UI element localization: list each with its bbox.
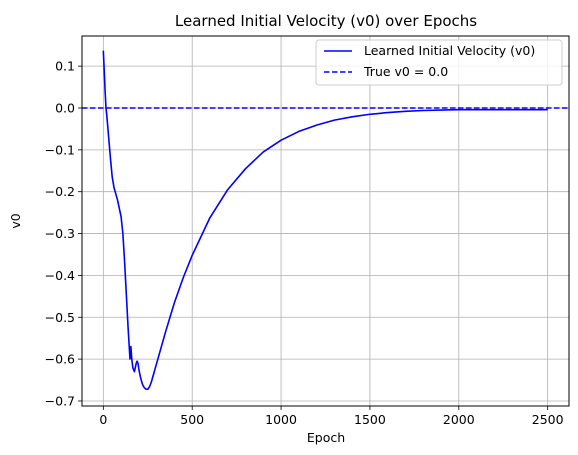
legend-frame — [315, 39, 563, 86]
y-tick-label: −0.3 — [45, 226, 75, 241]
legend-label-true: True v0 = 0.0 — [363, 64, 448, 79]
y-tick-layer: 0.1 0.0 −0.1 −0.2 −0.3 −0.4 −0.5 −0.6 −0.7 — [45, 59, 82, 408]
legend-label-learned: Learned Initial Velocity (v0) — [364, 43, 535, 58]
plot-frame — [81, 35, 570, 407]
y-tick-label: −0.6 — [45, 352, 75, 367]
x-tick-layer: 0 500 1000 1500 2000 2500 — [99, 406, 564, 427]
legend: Learned Initial Velocity (v0) True v0 = … — [315, 39, 563, 86]
y-tick-label: −0.1 — [45, 142, 75, 157]
y-tick-label: −0.4 — [45, 268, 75, 283]
x-tick-label: 0 — [99, 412, 107, 427]
x-axis-label: Epoch — [307, 430, 345, 445]
x-tick-label: 2500 — [532, 412, 564, 427]
y-tick-label: −0.7 — [45, 393, 75, 408]
y-axis-label: v0 — [8, 213, 23, 228]
x-tick-label: 500 — [180, 412, 204, 427]
x-tick-label: 2000 — [443, 412, 475, 427]
chart-title: Learned Initial Velocity (v0) over Epoch… — [175, 12, 477, 30]
y-tick-label: −0.2 — [45, 184, 75, 199]
series-line-learned-v0 — [102, 50, 548, 391]
series-layer — [82, 50, 569, 391]
y-tick-label: 0.1 — [55, 59, 75, 74]
y-tick-label: −0.5 — [45, 310, 75, 325]
x-tick-label: 1500 — [354, 412, 386, 427]
x-tick-label: 1000 — [265, 412, 297, 427]
y-tick-label: 0.0 — [55, 100, 75, 115]
